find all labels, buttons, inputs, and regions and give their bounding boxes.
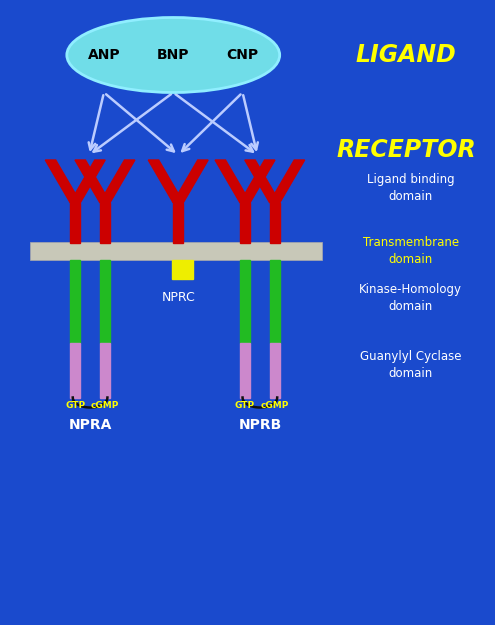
Text: GTP: GTP — [65, 401, 85, 411]
Text: BNP: BNP — [157, 48, 190, 62]
Polygon shape — [245, 160, 280, 202]
Polygon shape — [173, 202, 183, 242]
Bar — [100, 260, 110, 343]
Bar — [269, 260, 280, 343]
Bar — [100, 342, 110, 398]
Polygon shape — [173, 160, 208, 202]
Polygon shape — [269, 202, 280, 242]
Bar — [240, 342, 250, 398]
Bar — [70, 342, 80, 398]
Bar — [172, 260, 183, 279]
Bar — [70, 260, 80, 343]
Polygon shape — [240, 160, 275, 202]
Text: Transmembrane
domain: Transmembrane domain — [363, 236, 459, 266]
Polygon shape — [148, 160, 183, 202]
Text: ANP: ANP — [88, 48, 120, 62]
Text: Ligand binding
domain: Ligand binding domain — [367, 173, 455, 203]
Text: NPRB: NPRB — [238, 418, 282, 432]
Bar — [182, 260, 193, 279]
Polygon shape — [70, 202, 80, 242]
Polygon shape — [100, 202, 110, 242]
Text: Kinase-Homology
domain: Kinase-Homology domain — [359, 282, 462, 312]
Polygon shape — [269, 160, 305, 202]
Ellipse shape — [67, 18, 280, 92]
Polygon shape — [70, 160, 105, 202]
Text: cGMP: cGMP — [91, 401, 119, 411]
Text: RECEPTOR: RECEPTOR — [336, 138, 476, 162]
Text: cGMP: cGMP — [260, 401, 289, 411]
Text: GTP: GTP — [235, 401, 255, 411]
Text: LIGAND: LIGAND — [355, 43, 456, 67]
Polygon shape — [240, 202, 250, 242]
Text: NPRC: NPRC — [161, 291, 195, 304]
Text: Guanylyl Cyclase
domain: Guanylyl Cyclase domain — [360, 350, 462, 380]
Bar — [240, 260, 250, 343]
Polygon shape — [100, 160, 135, 202]
Polygon shape — [46, 160, 80, 202]
Bar — [269, 342, 280, 398]
Bar — [30, 242, 322, 260]
Text: CNP: CNP — [227, 48, 258, 62]
Polygon shape — [75, 160, 110, 202]
Text: NPRA: NPRA — [68, 418, 112, 432]
Polygon shape — [215, 160, 250, 202]
